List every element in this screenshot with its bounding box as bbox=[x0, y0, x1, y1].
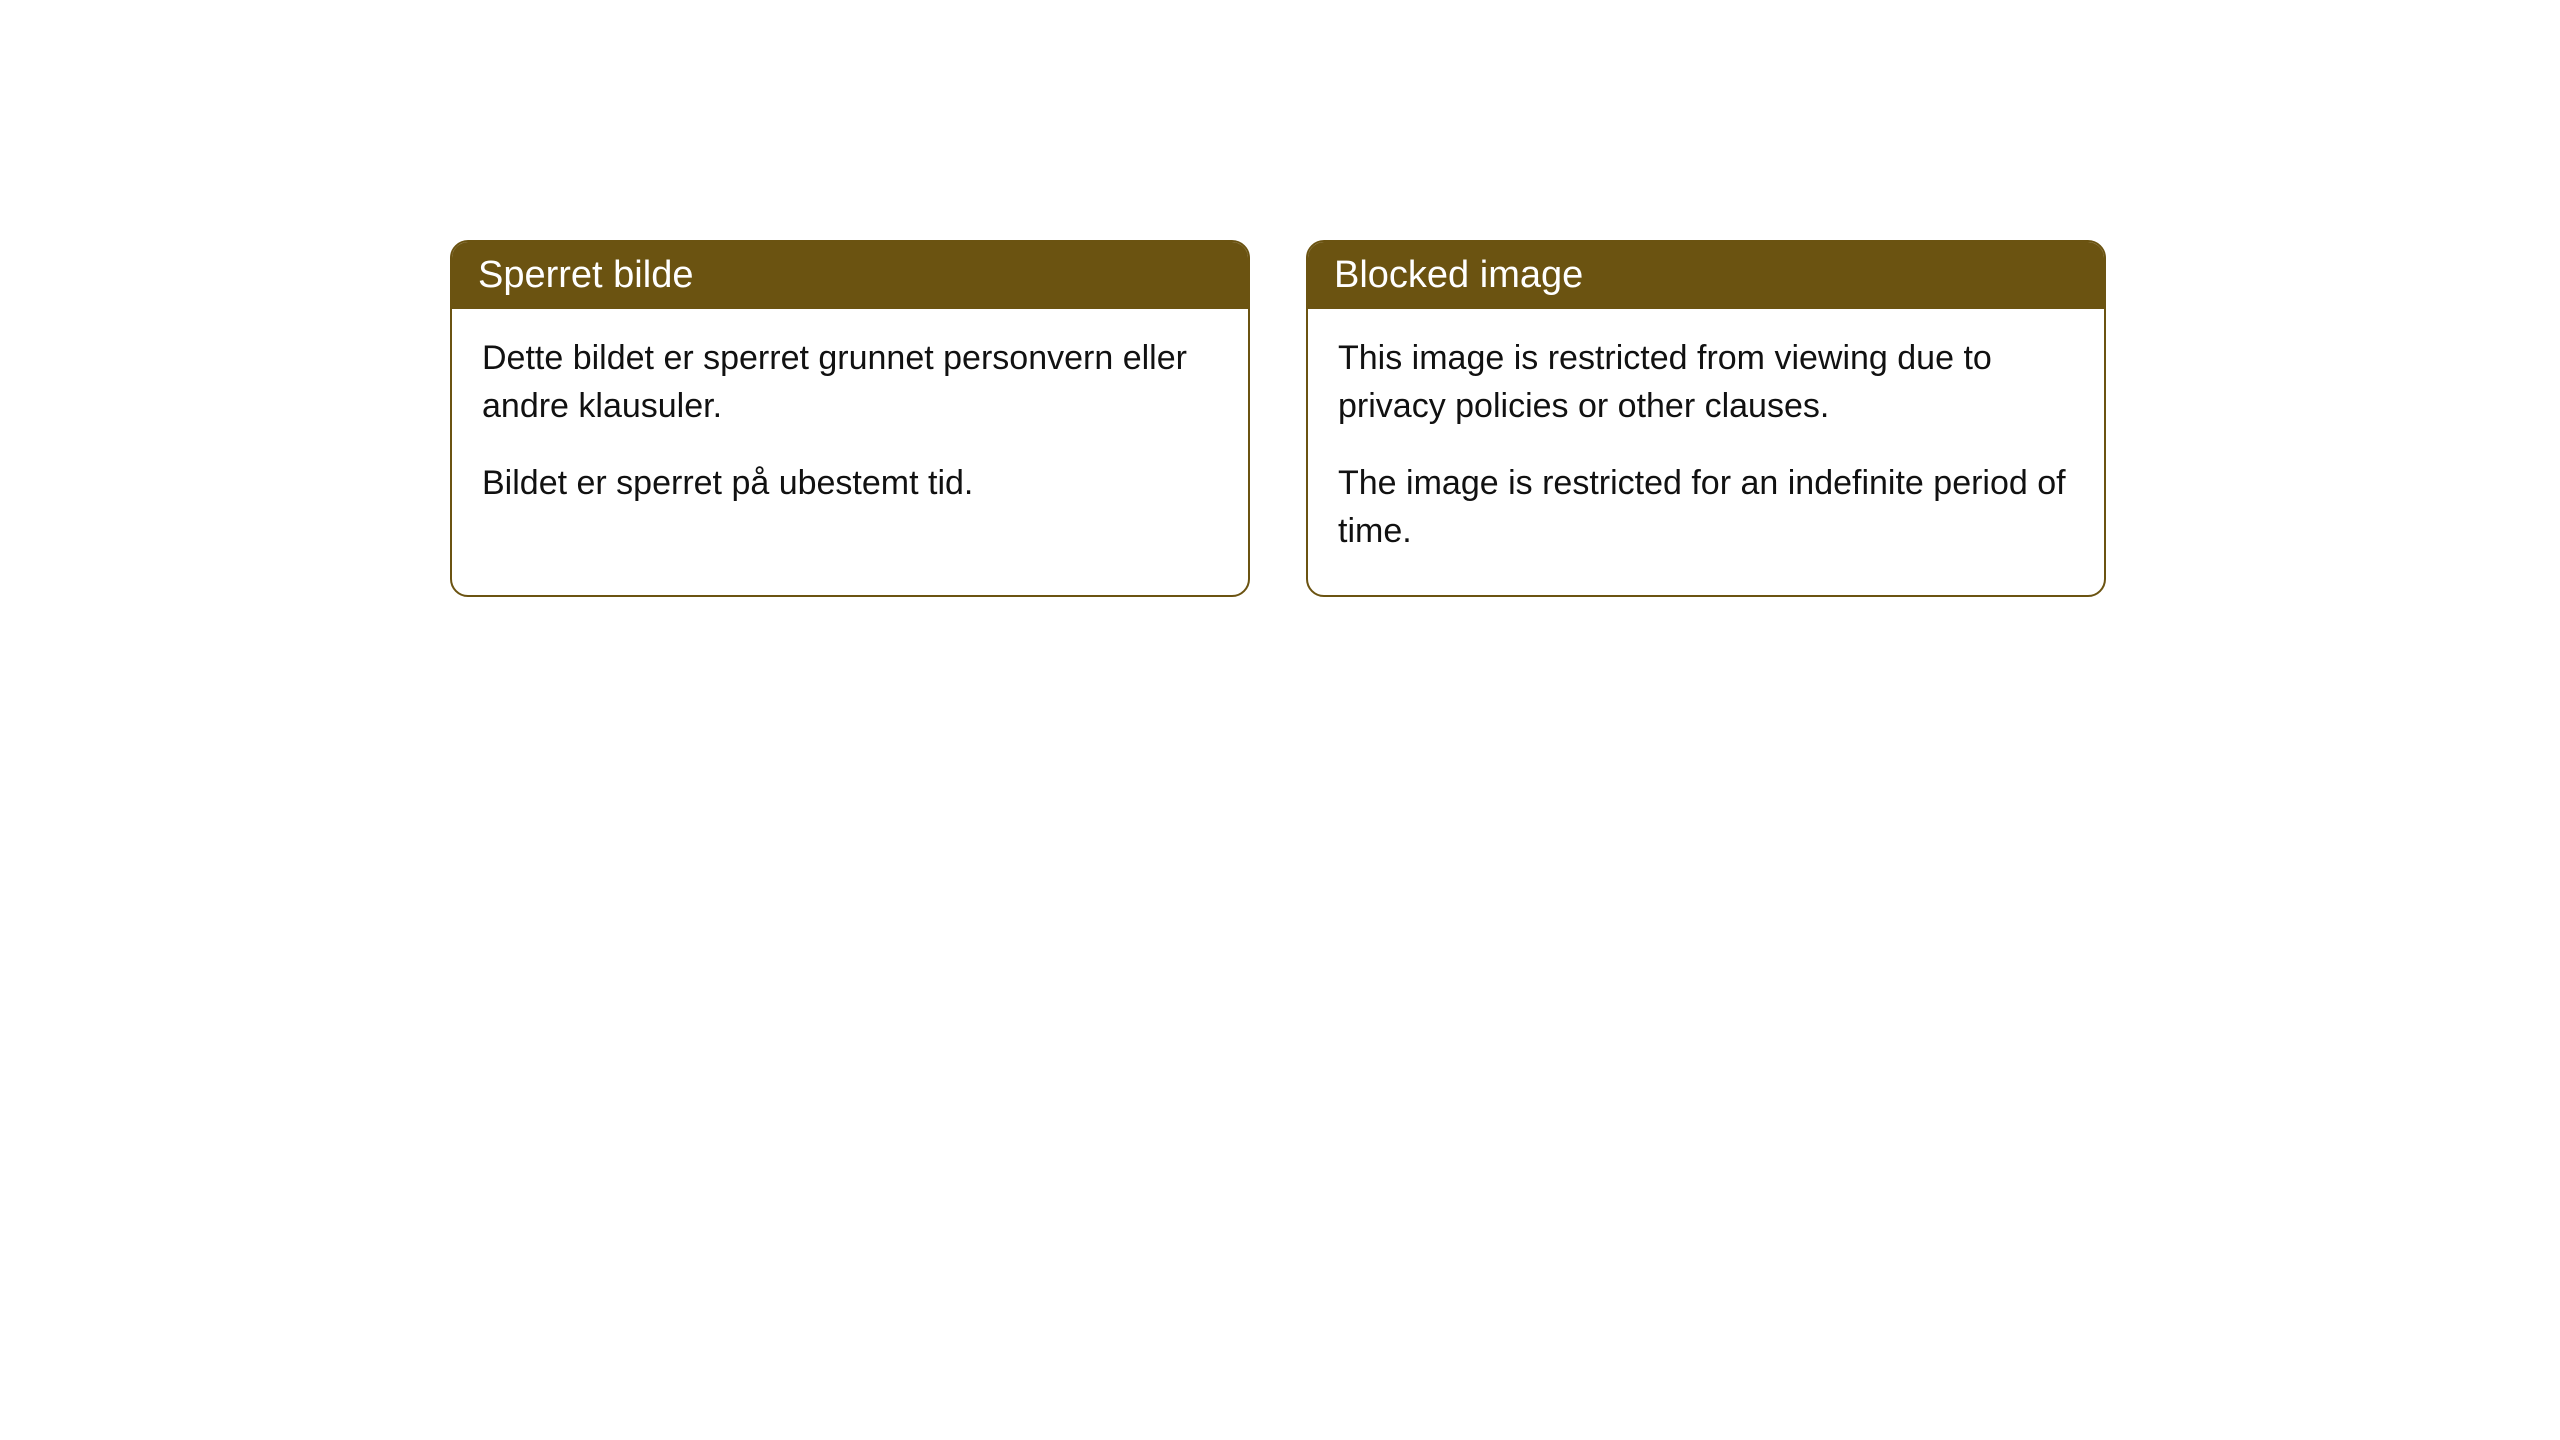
notice-paragraph-2-english: The image is restricted for an indefinit… bbox=[1338, 460, 2074, 555]
notice-body-english: This image is restricted from viewing du… bbox=[1308, 309, 2104, 595]
notice-body-norwegian: Dette bildet er sperret grunnet personve… bbox=[452, 309, 1248, 548]
notice-title-norwegian: Sperret bilde bbox=[478, 254, 693, 296]
notice-header-english: Blocked image bbox=[1308, 242, 2104, 309]
notice-paragraph-1-english: This image is restricted from viewing du… bbox=[1338, 335, 2074, 430]
notice-cards-container: Sperret bilde Dette bildet er sperret gr… bbox=[450, 240, 2106, 597]
notice-card-norwegian: Sperret bilde Dette bildet er sperret gr… bbox=[450, 240, 1250, 597]
notice-paragraph-2-norwegian: Bildet er sperret på ubestemt tid. bbox=[482, 460, 1218, 508]
notice-header-norwegian: Sperret bilde bbox=[452, 242, 1248, 309]
notice-card-english: Blocked image This image is restricted f… bbox=[1306, 240, 2106, 597]
notice-title-english: Blocked image bbox=[1334, 254, 1583, 296]
notice-paragraph-1-norwegian: Dette bildet er sperret grunnet personve… bbox=[482, 335, 1218, 430]
